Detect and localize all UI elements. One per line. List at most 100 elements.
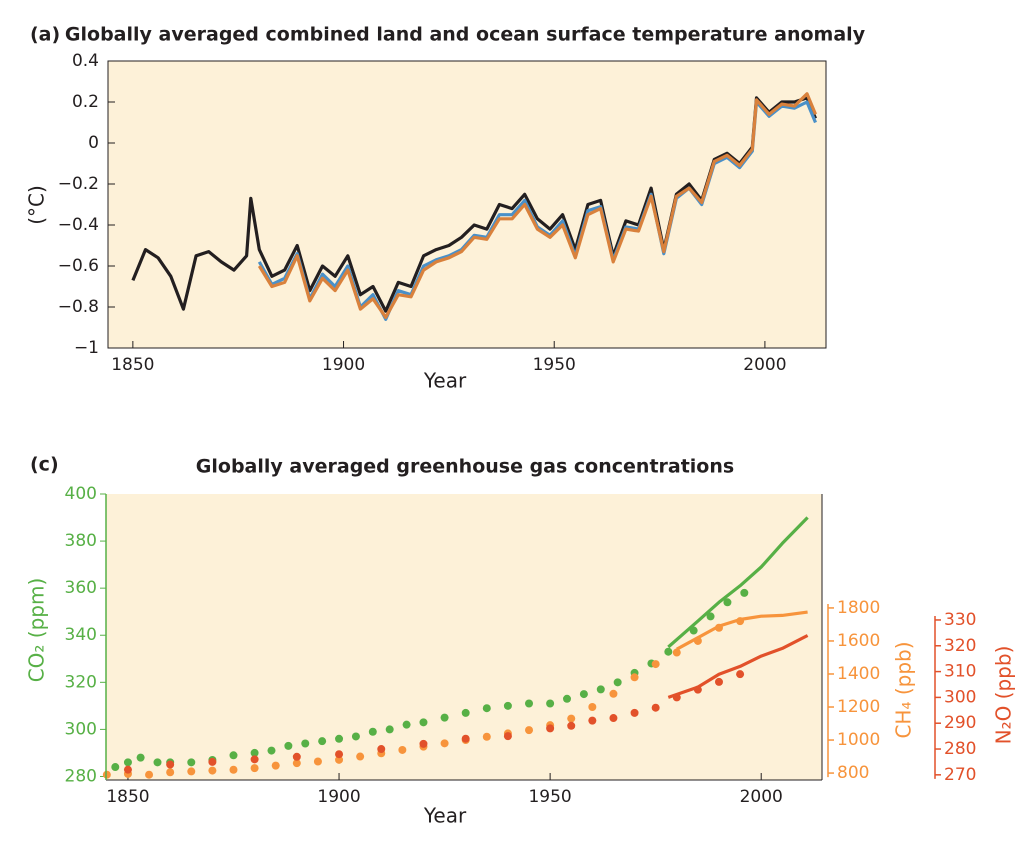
data-point <box>609 714 618 723</box>
data-point <box>356 752 365 761</box>
y-tick-label: 340 <box>65 625 97 645</box>
y-tick-label: 0.4 <box>72 51 99 71</box>
y3-tick-label: 320 <box>944 636 976 656</box>
series-line <box>676 610 808 651</box>
data-point <box>111 763 120 772</box>
series-line <box>667 634 809 699</box>
x-tick-label: 1950 <box>528 787 571 807</box>
data-point <box>136 753 145 762</box>
y2-tick-label: 1400 <box>837 664 880 684</box>
data-point <box>630 673 639 682</box>
data-point <box>398 745 407 754</box>
data-point <box>651 660 660 669</box>
y-tick-label: −0.6 <box>58 256 99 276</box>
data-point <box>706 612 715 621</box>
y3-axis-label: N₂O (ppb) <box>992 646 1016 745</box>
data-point <box>335 755 344 764</box>
data-point <box>187 767 196 776</box>
y2-axis-label: CH₄ (ppb) <box>892 641 916 738</box>
data-point <box>740 588 749 597</box>
y3-tick-label: 310 <box>944 662 976 682</box>
y2-tick-label: 1600 <box>837 631 880 651</box>
data-point <box>461 708 470 717</box>
data-point <box>229 765 238 774</box>
data-point <box>166 760 175 769</box>
data-point <box>368 727 377 736</box>
panel-label: (a) <box>30 24 60 46</box>
plot-frame <box>107 60 827 349</box>
data-point <box>546 724 555 733</box>
data-point <box>503 701 512 710</box>
series-line <box>257 92 817 319</box>
chart-title: Globally averaged combined land and ocea… <box>65 24 866 46</box>
x-tick-label: 1950 <box>533 355 576 375</box>
y2-tick-label: 800 <box>837 763 869 783</box>
data-point <box>736 670 745 679</box>
data-point <box>208 766 217 775</box>
y2-tick-label: 1800 <box>837 598 880 618</box>
data-point <box>664 647 673 656</box>
data-point <box>723 598 732 607</box>
y-tick-label: 320 <box>65 672 97 692</box>
data-point <box>102 770 111 779</box>
y-tick-label: −0.2 <box>58 174 99 194</box>
data-point <box>546 699 555 708</box>
data-point <box>596 685 605 694</box>
y-tick-label: −0.8 <box>58 297 99 317</box>
data-point <box>123 758 132 767</box>
y2-tick-label: 1200 <box>837 697 880 717</box>
data-point <box>579 690 588 699</box>
data-point <box>440 739 449 748</box>
data-point <box>187 758 196 767</box>
y-axis-label: CO₂ (ppm) <box>25 578 49 683</box>
data-point <box>651 703 660 712</box>
data-point <box>525 699 534 708</box>
data-point <box>351 732 360 741</box>
data-point <box>229 751 238 760</box>
data-point <box>503 732 512 741</box>
x-axis-label: Year <box>423 369 467 393</box>
data-point <box>271 761 280 770</box>
plot-background <box>106 494 822 780</box>
x-tick-label: 1900 <box>317 787 360 807</box>
data-point <box>567 714 576 723</box>
data-point <box>250 764 259 773</box>
data-point <box>461 734 470 743</box>
data-point <box>153 758 162 767</box>
data-point <box>525 726 534 735</box>
x-tick-label: 1850 <box>106 787 149 807</box>
data-point <box>166 768 175 777</box>
data-point <box>419 718 428 727</box>
y-tick-label: 0.2 <box>72 92 99 112</box>
data-point <box>313 757 322 766</box>
data-point <box>402 720 411 729</box>
data-point <box>284 741 293 750</box>
y3-tick-label: 330 <box>944 610 976 630</box>
x-tick-label: 2000 <box>740 787 783 807</box>
data-point <box>318 737 327 746</box>
y2-tick-label: 1000 <box>837 730 880 750</box>
data-point <box>250 755 259 764</box>
y-tick-label: 380 <box>65 531 97 551</box>
data-point <box>440 713 449 722</box>
y-tick-label: 300 <box>65 719 97 739</box>
y-tick-label: 400 <box>65 484 97 504</box>
data-point <box>588 703 597 712</box>
data-point <box>377 745 386 754</box>
chart-title: Globally averaged greenhouse gas concent… <box>196 456 734 478</box>
x-tick-label: 2000 <box>743 355 786 375</box>
data-point <box>482 732 491 741</box>
data-point <box>292 752 301 761</box>
panel-label: (c) <box>30 454 59 476</box>
data-point <box>267 746 276 755</box>
data-point <box>385 725 394 734</box>
data-point <box>588 716 597 725</box>
data-point <box>482 704 491 713</box>
x-tick-label: 1900 <box>322 355 365 375</box>
data-point <box>250 748 259 757</box>
data-point <box>301 739 310 748</box>
y-tick-label: −1 <box>74 338 99 358</box>
data-point <box>145 770 154 779</box>
x-axis-label: Year <box>423 804 467 828</box>
